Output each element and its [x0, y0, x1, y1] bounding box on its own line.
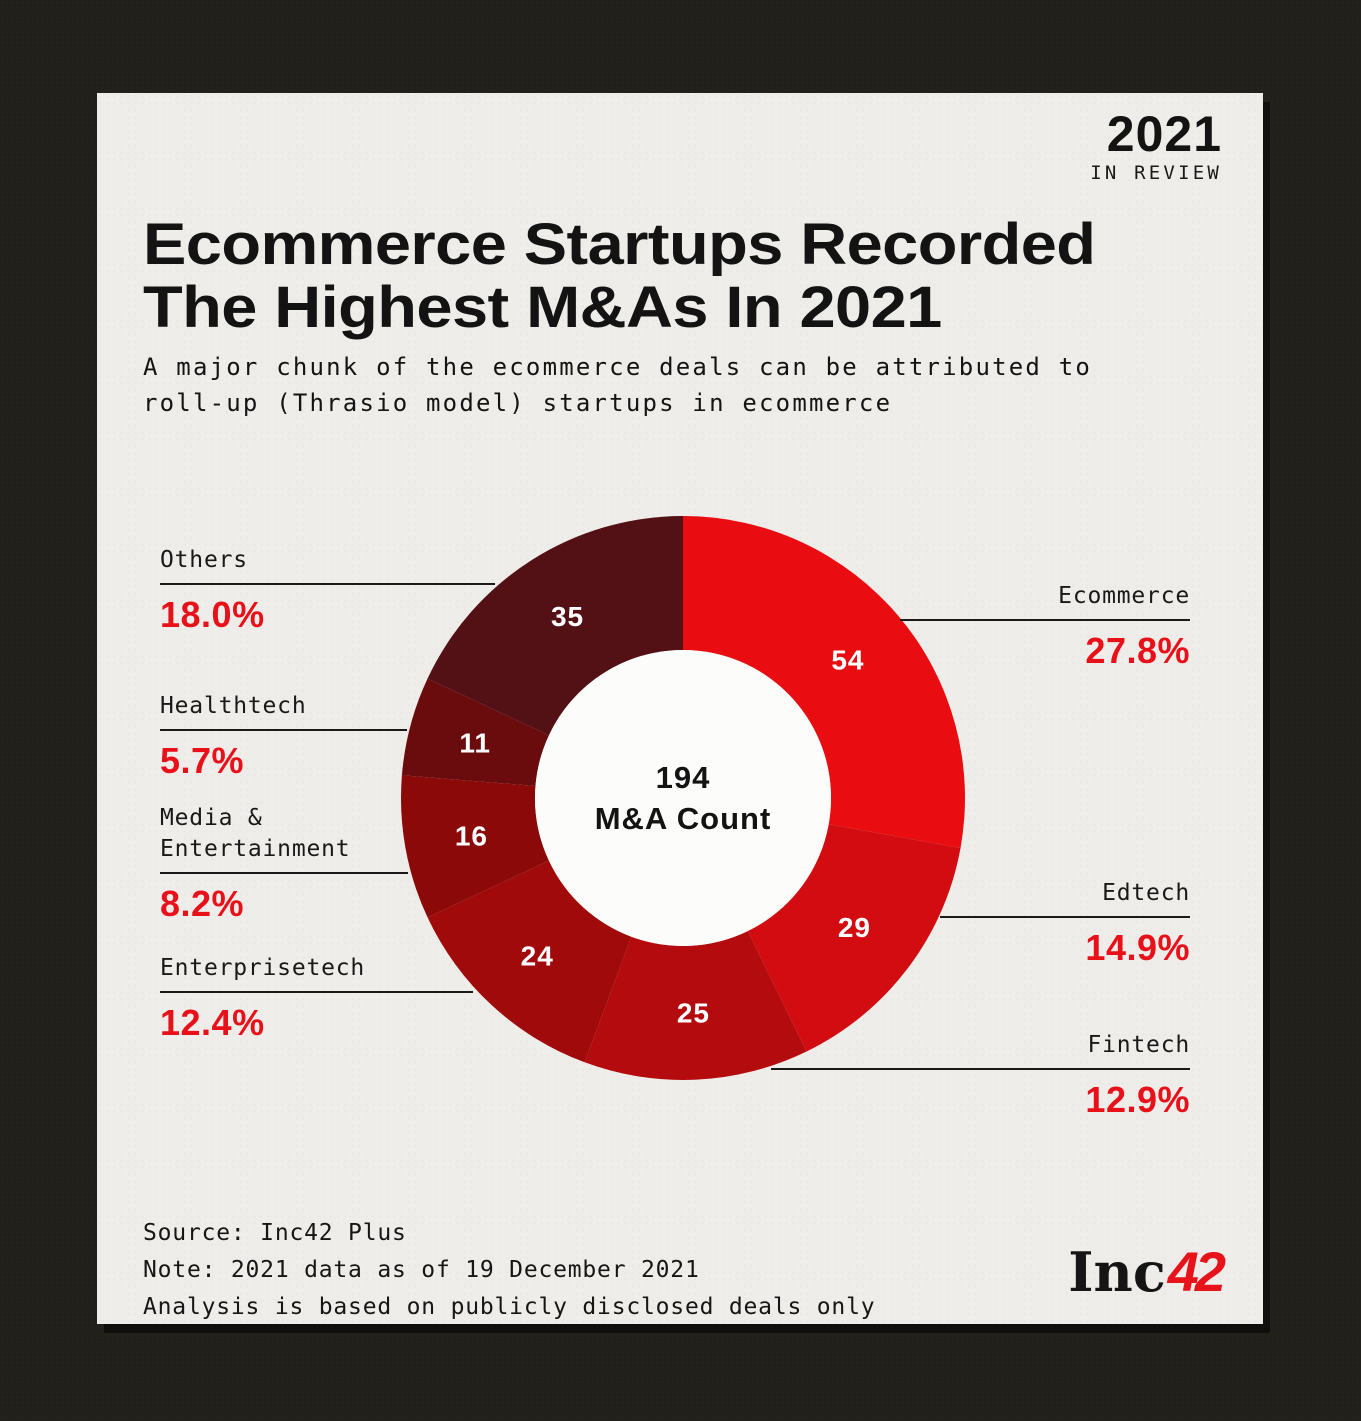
callout-enterprisetech-percent: 12.4% [160, 1002, 265, 1043]
callout-others-leader-line [160, 583, 495, 585]
donut-segment-others [427, 516, 683, 736]
ma-count-caption: M&A Count [594, 801, 772, 836]
donut-hole [535, 650, 831, 946]
callout-others-label: Others [160, 547, 248, 573]
donut-value-edtech: 29 [838, 912, 871, 943]
callout-healthtech: Healthtech 5.7% [160, 691, 407, 782]
callout-enterprisetech-leader-line [160, 991, 473, 993]
donut-value-healthtech: 11 [459, 727, 491, 758]
donut-segment-enterprisetech [427, 860, 632, 1063]
callout-edtech-leader-line [940, 916, 1190, 918]
callout-ecommerce-leader-line [900, 619, 1190, 621]
donut-value-media-entertainment: 16 [455, 821, 488, 852]
donut-chart: 54 29 25 24 16 11 35 [400, 516, 966, 1080]
donut-segment-media-entertainment [400, 775, 549, 918]
callout-edtech-percent: 14.9% [1085, 927, 1190, 968]
callout-enterprisetech: Enterprisetech 12.4% [160, 953, 473, 1044]
inc42-logo: Inc42 [1068, 1239, 1226, 1304]
year-badge: 2021 IN REVIEW [1090, 109, 1222, 184]
donut-value-ecommerce: 54 [831, 645, 864, 676]
ma-count-value: 194 [655, 760, 711, 795]
callout-media-entertainment-label: Media & Entertainment [160, 805, 351, 862]
donut-segment-ecommerce [683, 516, 966, 848]
callout-others: Others 18.0% [160, 545, 495, 636]
callout-healthtech-label: Healthtech [160, 693, 307, 719]
page-subtitle: A major chunk of the ecommerce deals can… [143, 349, 1092, 421]
source-line: Source: Inc42 Plus [143, 1220, 407, 1246]
inc42-logo-42: 42 [1167, 1240, 1226, 1303]
badge-tagline: IN REVIEW [1090, 162, 1222, 184]
footer-notes: Source: Inc42 Plus Note: 2021 data as of… [143, 1215, 875, 1326]
title-line-1: Ecommerce Startups Recorded [143, 212, 1096, 277]
callout-enterprisetech-label: Enterprisetech [160, 955, 366, 981]
callout-others-percent: 18.0% [160, 594, 265, 635]
donut-segment-healthtech [401, 678, 549, 787]
infographic-card: 2021 IN REVIEW Ecommerce Startups Record… [97, 93, 1263, 1324]
callout-edtech: Edtech 14.9% [940, 878, 1190, 969]
callout-fintech-leader-line [771, 1068, 1190, 1070]
title-line-2: The Highest M&As In 2021 [143, 275, 942, 340]
callout-ecommerce-label: Ecommerce [1058, 583, 1190, 609]
callout-edtech-label: Edtech [1102, 880, 1190, 906]
badge-year: 2021 [1106, 106, 1222, 162]
callout-media-entertainment-percent: 8.2% [160, 883, 245, 924]
donut-value-others: 35 [551, 601, 584, 632]
note-line: Note: 2021 data as of 19 December 2021 [143, 1257, 700, 1283]
donut-center-label: 194 M&A Count [595, 757, 772, 839]
subtitle-line-1: A major chunk of the ecommerce deals can… [143, 353, 1093, 381]
callout-healthtech-percent: 5.7% [160, 740, 245, 781]
subtitle-line-2: roll-up (Thrasio model) startups in ecom… [143, 389, 893, 417]
callout-fintech: Fintech 12.9% [771, 1030, 1190, 1121]
callout-healthtech-leader-line [160, 729, 407, 731]
analysis-line: Analysis is based on publicly disclosed … [143, 1294, 876, 1320]
callout-ecommerce: Ecommerce 27.8% [900, 581, 1190, 672]
callout-ecommerce-percent: 27.8% [1085, 630, 1190, 671]
callout-media-entertainment: Media & Entertainment 8.2% [160, 803, 408, 925]
inc42-logo-inc: Inc [1068, 1240, 1166, 1304]
donut-value-fintech: 25 [677, 997, 710, 1028]
callout-fintech-label: Fintech [1087, 1032, 1190, 1058]
page-title: Ecommerce Startups Recorded The Highest M… [143, 212, 1096, 340]
donut-segment-edtech [747, 824, 961, 1052]
donut-segment-fintech [584, 931, 807, 1080]
callout-media-entertainment-leader-line [160, 872, 408, 874]
callout-fintech-percent: 12.9% [1085, 1079, 1190, 1120]
donut-value-enterprisetech: 24 [521, 941, 554, 972]
